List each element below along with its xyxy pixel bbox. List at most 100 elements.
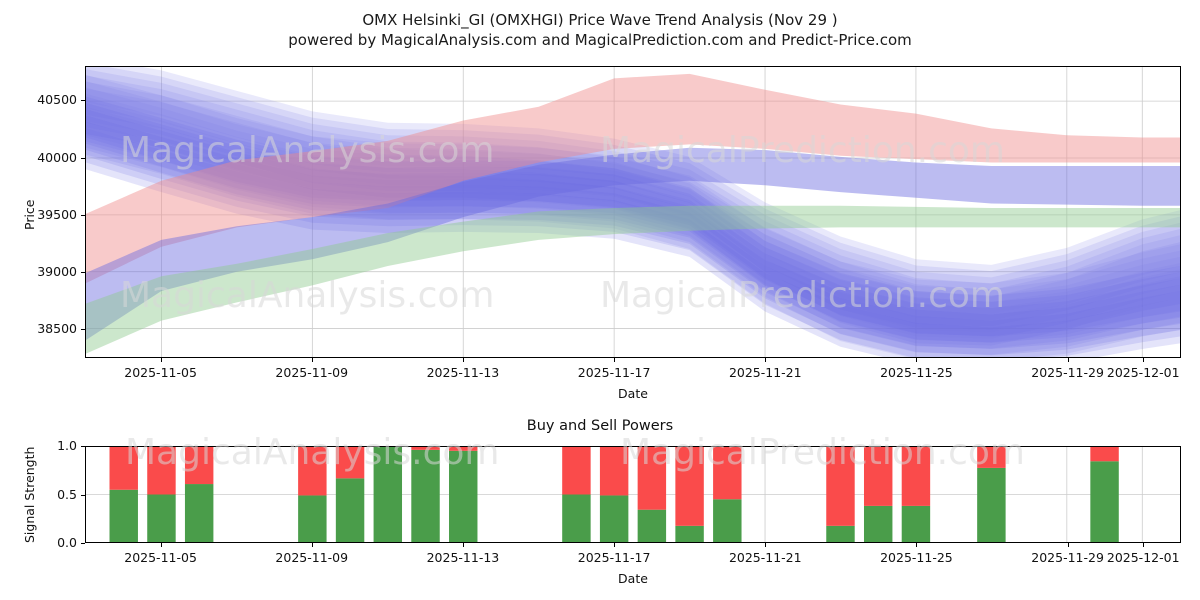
price-x-tick-mark xyxy=(765,358,767,362)
signal-x-tick-mark xyxy=(1143,543,1145,547)
sell-power-bar xyxy=(449,447,478,451)
sell-power-bar xyxy=(298,447,327,496)
sell-power-bar xyxy=(637,447,667,510)
buy-power-bar xyxy=(863,505,893,542)
price-x-tick-label: 2025-11-13 xyxy=(426,365,500,380)
price-x-tick-label: 2025-12-01 xyxy=(1106,365,1180,380)
price-band xyxy=(86,128,1180,357)
signal-y-tick-label: 0.5 xyxy=(57,486,77,502)
sell-power-bar xyxy=(1090,447,1119,462)
price-y-tick-label: 38500 xyxy=(37,321,77,337)
price-x-tick-mark xyxy=(1143,358,1145,362)
signal-x-tick-mark xyxy=(160,543,162,547)
buy-power-bar xyxy=(335,478,365,542)
signal-y-tick-mark xyxy=(81,494,85,496)
price-x-tick-label: 2025-11-05 xyxy=(124,365,197,380)
signal-x-tick-mark xyxy=(1067,543,1069,547)
sell-power-bar xyxy=(713,447,742,500)
signal-x-tick-label: 2025-11-05 xyxy=(124,550,197,565)
price-band xyxy=(86,87,1180,343)
sell-power-bar xyxy=(147,447,176,495)
price-x-tick-label: 2025-11-21 xyxy=(728,365,802,380)
page-title: OMX Helsinki_GI (OMXHGI) Price Wave Tren… xyxy=(362,11,838,29)
buy-power-bar xyxy=(675,525,704,542)
price-y-tick-label: 40000 xyxy=(37,149,77,165)
sell-power-bar xyxy=(977,447,1006,468)
signal-y-tick-label: 1.0 xyxy=(57,438,77,453)
sell-power-bar xyxy=(184,447,214,485)
price-band xyxy=(86,74,1180,330)
price-band xyxy=(86,93,1180,349)
price-wave-svg xyxy=(86,67,1180,357)
sell-power-bar xyxy=(411,447,440,450)
price-band xyxy=(86,109,1180,350)
buy-power-bar xyxy=(1090,461,1119,542)
price-x-tick-mark xyxy=(916,358,918,362)
price-x-tick-label: 2025-11-17 xyxy=(577,365,651,380)
chart-title-block: OMX Helsinki_GI (OMXHGI) Price Wave Tren… xyxy=(0,10,1200,50)
buy-power-bar xyxy=(713,499,742,542)
signal-x-tick-label: 2025-11-13 xyxy=(426,550,500,565)
price-y-tick-label: 39500 xyxy=(37,206,77,222)
sell-power-bar xyxy=(109,447,138,490)
buy-power-bar xyxy=(373,447,403,542)
signal-x-tick-label: 2025-11-17 xyxy=(577,550,651,565)
buy-sell-powers-svg xyxy=(86,447,1180,542)
price-x-tick-mark xyxy=(462,358,464,362)
signal-x-tick-mark xyxy=(916,543,918,547)
buy-power-bar xyxy=(449,450,478,542)
price-y-axis-title: Price xyxy=(22,199,37,231)
price-band xyxy=(86,69,1180,327)
signal-y-axis-title: Signal Strength xyxy=(22,446,37,543)
price-band xyxy=(86,88,1180,346)
buy-power-bar xyxy=(298,495,327,542)
price-band xyxy=(86,75,1180,333)
signal-chart-title: Buy and Sell Powers xyxy=(526,418,674,434)
buy-power-bar xyxy=(562,494,591,542)
sell-power-bar xyxy=(562,447,591,495)
sell-power-bar xyxy=(863,447,893,506)
price-y-tick-mark xyxy=(81,100,85,102)
page-subtitle: powered by MagicalAnalysis.com and Magic… xyxy=(288,31,912,49)
price-band xyxy=(86,67,1180,321)
price-band xyxy=(86,99,1180,355)
price-y-tick-mark xyxy=(81,214,85,216)
signal-x-tick-mark xyxy=(311,543,313,547)
price-band xyxy=(86,121,1180,357)
signal-x-tick-label: 2025-11-21 xyxy=(728,550,802,565)
sell-power-bar xyxy=(599,447,629,496)
buy-power-bar xyxy=(637,509,667,542)
sell-power-bar xyxy=(675,447,704,526)
price-band xyxy=(86,67,1180,314)
price-y-tick-mark xyxy=(81,272,85,274)
price-band xyxy=(86,115,1180,356)
price-y-tick-label: 39000 xyxy=(37,264,77,280)
price-y-tick-label: 40500 xyxy=(37,92,77,108)
signal-x-tick-label: 2025-11-25 xyxy=(880,550,953,565)
price-band xyxy=(86,81,1180,336)
signal-x-tick-label: 2025-12-01 xyxy=(1106,550,1180,565)
signal-x-tick-label: 2025-11-29 xyxy=(1031,550,1104,565)
signal-y-tick-mark xyxy=(81,446,85,447)
price-band xyxy=(86,81,1180,339)
price-band xyxy=(86,96,1180,337)
price-x-tick-mark xyxy=(614,358,616,362)
buy-power-bar xyxy=(109,489,138,542)
sell-power-bar xyxy=(826,447,855,526)
price-x-tick-mark xyxy=(311,358,313,362)
buy-power-bar xyxy=(901,505,931,542)
price-x-axis-title: Date xyxy=(618,386,648,401)
signal-x-tick-mark xyxy=(614,543,616,547)
price-x-tick-label: 2025-11-25 xyxy=(880,365,953,380)
price-band xyxy=(86,147,1180,340)
price-y-tick-mark xyxy=(81,157,85,159)
sell-power-bar xyxy=(901,447,931,506)
buy-power-bar xyxy=(411,449,440,542)
signal-y-tick-mark xyxy=(81,543,85,544)
price-x-tick-label: 2025-11-09 xyxy=(275,365,349,380)
buy-power-bar xyxy=(977,467,1006,542)
buy-sell-powers-plot xyxy=(85,446,1181,543)
signal-x-axis-title: Date xyxy=(618,571,648,586)
signal-y-tick-label: 0.0 xyxy=(57,535,77,550)
